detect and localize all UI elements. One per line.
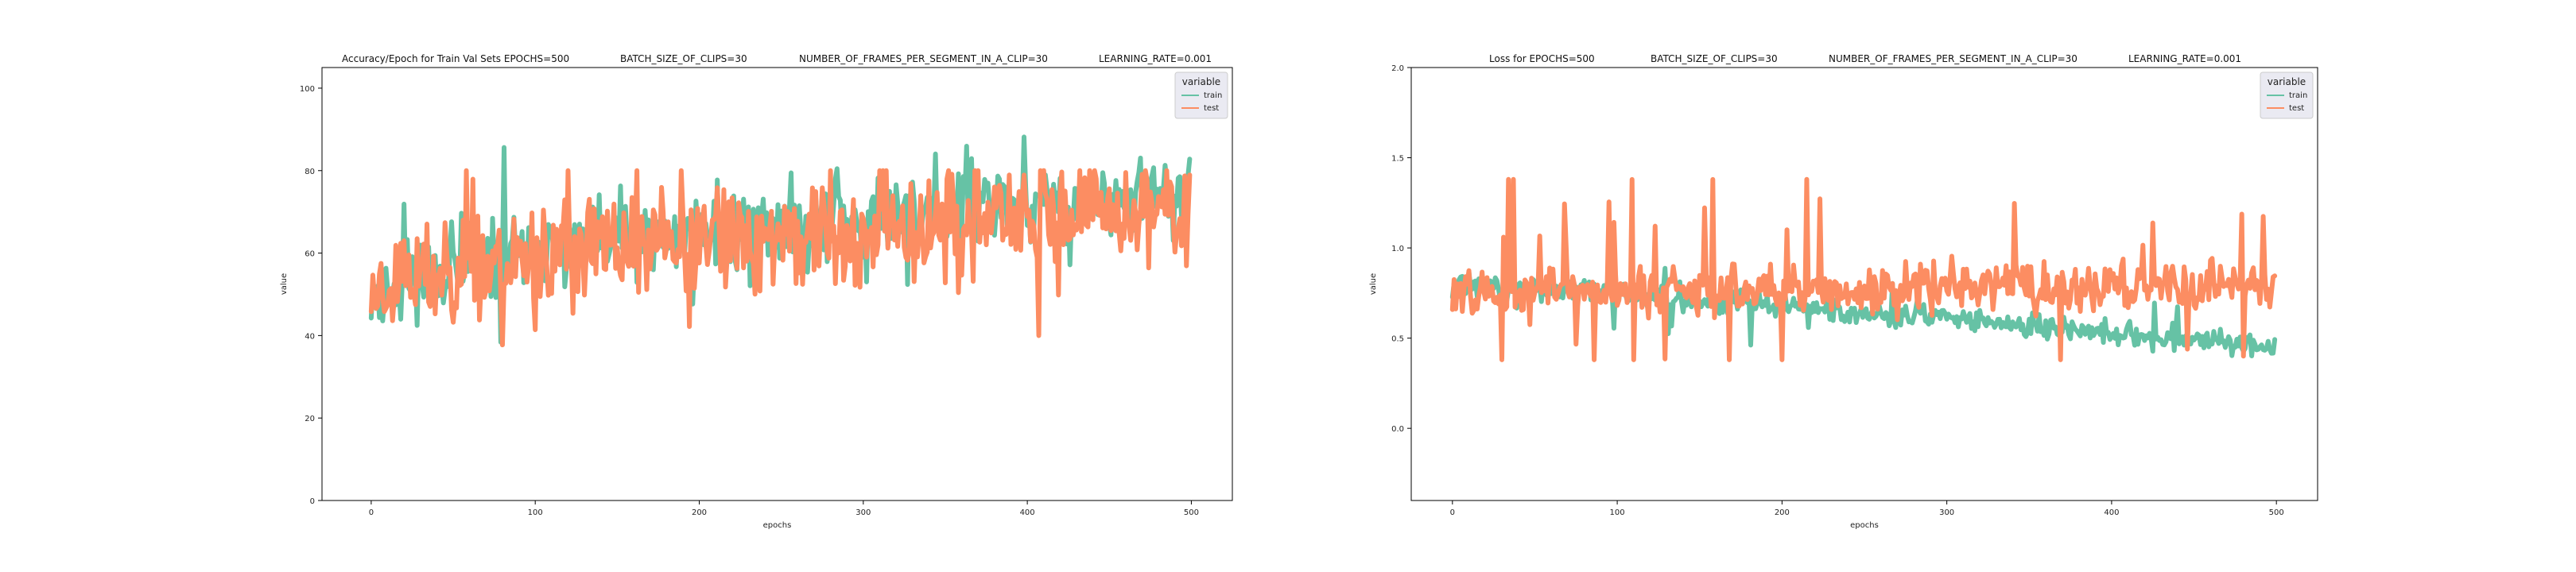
chart-title-segment: BATCH_SIZE_OF_CLIPS=30: [620, 53, 747, 64]
series-line-test: [1449, 176, 2278, 362]
plot-frame: [1410, 67, 2318, 501]
x-tick-label: 500: [2269, 508, 2284, 517]
x-axis-label: epochs: [1850, 521, 1879, 530]
y-tick-label: 2.0: [1391, 64, 1404, 73]
plot-frame: [321, 67, 1233, 501]
legend-label-train: train: [1204, 91, 1222, 100]
y-tick-label: 20: [305, 415, 315, 423]
accuracy-chart: Accuracy/Epoch for Train Val Sets EPOCHS…: [280, 53, 1233, 530]
chart-title-segment: NUMBER_OF_FRAMES_PER_SEGMENT_IN_A_CLIP=3…: [1829, 53, 2077, 64]
y-tick-label: 1.0: [1391, 245, 1404, 253]
y-tick-label: 0.5: [1391, 335, 1404, 344]
legend-box: [1174, 72, 1228, 119]
legend-title: variable: [1182, 76, 1220, 87]
y-tick-label: 60: [305, 250, 315, 259]
legend: variable train test: [1174, 72, 1228, 119]
y-tick-label: 0.0: [1391, 425, 1404, 434]
y-tick-label: 0: [310, 497, 315, 506]
x-tick-label: 0: [1450, 508, 1455, 517]
x-tick-label: 400: [2104, 508, 2119, 517]
legend-title: variable: [2268, 76, 2306, 87]
x-tick-label: 100: [528, 508, 543, 517]
y-tick-label: 40: [305, 332, 315, 341]
chart-title-segment: NUMBER_OF_FRAMES_PER_SEGMENT_IN_A_CLIP=3…: [799, 53, 1048, 64]
legend-box: [2260, 72, 2314, 119]
x-axis-label: epochs: [763, 521, 792, 530]
y-tick-label: 1.5: [1391, 155, 1404, 164]
chart-title-segment: Loss for EPOCHS=500: [1489, 53, 1595, 64]
chart-title-segment: LEARNING_RATE=0.001: [1099, 53, 1212, 64]
series-line-test: [368, 168, 1193, 348]
chart-title-segment: Accuracy/Epoch for Train Val Sets EPOCHS…: [342, 53, 569, 64]
x-tick-label: 500: [1184, 508, 1199, 517]
loss-chart: Loss for EPOCHS=500 BATCH_SIZE_OF_CLIPS=3…: [1369, 53, 2318, 530]
x-tick-label: 300: [1939, 508, 1954, 517]
chart-title-segment: LEARNING_RATE=0.001: [2128, 53, 2241, 64]
legend-label-test: test: [2289, 104, 2304, 113]
x-tick-label: 0: [369, 508, 374, 517]
legend-label-train: train: [2289, 91, 2307, 100]
legend-label-test: test: [1204, 104, 1219, 113]
x-tick-label: 200: [692, 508, 707, 517]
y-tick-label: 80: [305, 168, 315, 176]
x-tick-label: 400: [1020, 508, 1035, 517]
legend: variable train test: [2260, 72, 2314, 119]
y-axis-label: value: [280, 273, 289, 295]
x-tick-label: 100: [1610, 508, 1625, 517]
x-tick-label: 200: [1775, 508, 1790, 517]
y-tick-label: 100: [300, 85, 315, 94]
x-tick-label: 300: [855, 508, 871, 517]
chart-title-segment: BATCH_SIZE_OF_CLIPS=30: [1651, 53, 1778, 64]
y-axis-label: value: [1369, 273, 1378, 295]
